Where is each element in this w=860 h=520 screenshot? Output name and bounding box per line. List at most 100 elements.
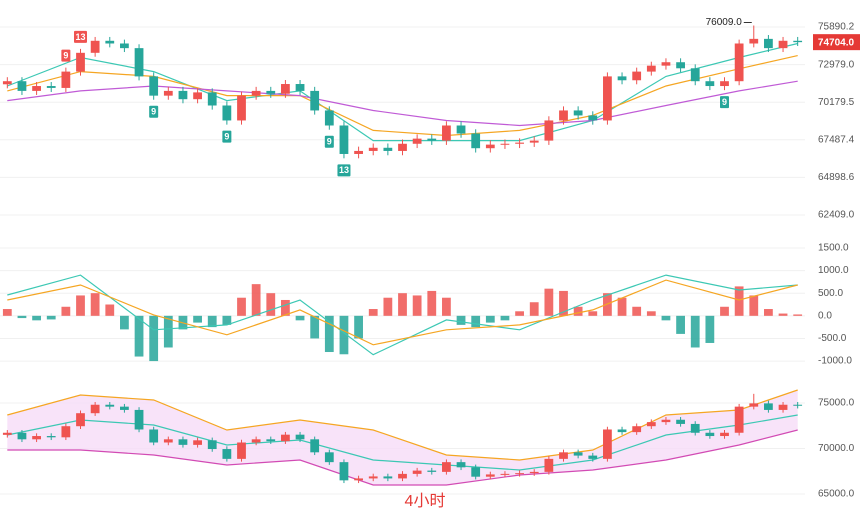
macd-bar — [61, 306, 71, 316]
macd-bar — [310, 315, 320, 339]
candle-body — [76, 413, 85, 427]
candle-body — [339, 125, 349, 154]
td-badge — [324, 135, 334, 148]
candle-body — [398, 473, 407, 479]
td-count: 9 — [151, 107, 156, 117]
candle-body — [764, 38, 773, 49]
candle-body — [442, 462, 451, 472]
candle-body — [237, 95, 246, 121]
candle-body — [339, 462, 349, 481]
candle-body — [383, 147, 393, 151]
candle-body — [690, 68, 700, 82]
macd-bar — [134, 315, 144, 357]
candle-body — [90, 40, 100, 53]
candle-body — [793, 404, 803, 406]
candle-body — [295, 434, 305, 440]
candle-body — [734, 406, 744, 433]
macd-bar — [720, 306, 729, 316]
macd-bar — [456, 315, 466, 325]
candle-body — [32, 436, 41, 440]
macd-bar — [354, 315, 363, 339]
candle-body — [207, 92, 217, 106]
candle-body — [603, 76, 612, 121]
macd-bar — [105, 304, 115, 316]
candle-body — [324, 452, 334, 463]
y-tick-label: 67487.4 — [818, 134, 855, 145]
candle-body — [456, 462, 466, 468]
macd-bar — [705, 315, 715, 343]
macd-bar — [734, 286, 744, 316]
candle-body — [764, 403, 773, 410]
macd-bar — [442, 297, 451, 316]
candle-body — [573, 452, 583, 456]
macd-bar — [646, 311, 656, 316]
candle-body — [222, 449, 232, 459]
candle-body — [559, 452, 568, 459]
y-tick-label: 0.0 — [818, 310, 832, 321]
td-badge — [149, 105, 159, 118]
candle-body — [310, 90, 320, 111]
macd-bar — [149, 315, 159, 362]
indicator-line — [7, 429, 798, 486]
y-tick-label: -1000.0 — [818, 356, 852, 367]
td-count: 13 — [75, 32, 85, 42]
candle-body — [266, 90, 276, 94]
macd-bar — [749, 295, 759, 316]
y-tick-label: 72979.0 — [818, 59, 855, 70]
candle-body — [676, 62, 685, 69]
candle-body — [17, 81, 27, 91]
candle-body — [442, 125, 451, 141]
candle-body — [646, 65, 656, 72]
indicator-line — [7, 389, 798, 461]
td-count: 9 — [327, 137, 332, 147]
candle-body — [368, 147, 378, 151]
y-tick-label: -500.0 — [818, 333, 847, 344]
macd-bar — [339, 315, 349, 355]
candle-body — [573, 110, 583, 116]
macd-bar — [690, 315, 700, 348]
candle-body — [749, 403, 759, 407]
y-tick-label: 1500.0 — [818, 243, 849, 254]
candle-body — [193, 92, 202, 100]
macd-bar — [559, 290, 568, 316]
candle-body — [251, 439, 261, 443]
candle-body — [46, 86, 56, 88]
td-badge — [222, 130, 232, 143]
candle-body — [237, 442, 246, 459]
candle-body — [749, 38, 759, 44]
macd-bar — [120, 315, 129, 330]
candle-body — [676, 419, 685, 424]
td-badge — [337, 164, 351, 177]
candle-body — [427, 470, 437, 472]
candle-body — [544, 458, 554, 472]
macd-bar — [193, 315, 202, 323]
candle-body — [471, 467, 481, 477]
band-fill — [7, 390, 798, 485]
indicator-line — [7, 80, 798, 127]
macd-bar — [588, 311, 598, 316]
macd-bar — [2, 309, 12, 316]
macd-bar — [237, 297, 246, 316]
y-tick-label: 64898.6 — [818, 172, 855, 183]
y-tick-label: 75890.2 — [818, 22, 855, 33]
candle-body — [281, 434, 290, 442]
y-tick-label: 70179.5 — [818, 97, 855, 108]
macd-bar — [17, 315, 27, 319]
candle-body — [17, 432, 27, 440]
candle-body — [266, 439, 276, 442]
macd-bar — [764, 309, 773, 316]
high-annotation: 76009.0 — [706, 17, 743, 28]
macd-bar — [471, 315, 481, 328]
macd-bar — [324, 315, 334, 353]
macd-bar — [207, 315, 217, 328]
candle-body — [412, 470, 422, 474]
y-tick-label: 1000.0 — [818, 265, 849, 276]
y-tick-label: 70000.0 — [818, 443, 855, 454]
candle-body — [603, 429, 612, 459]
candle-body — [500, 143, 510, 145]
candle-body — [778, 404, 788, 410]
candle-body — [120, 43, 129, 49]
candle-body — [398, 143, 407, 151]
candle-body — [705, 432, 715, 437]
candle-body — [617, 429, 627, 433]
